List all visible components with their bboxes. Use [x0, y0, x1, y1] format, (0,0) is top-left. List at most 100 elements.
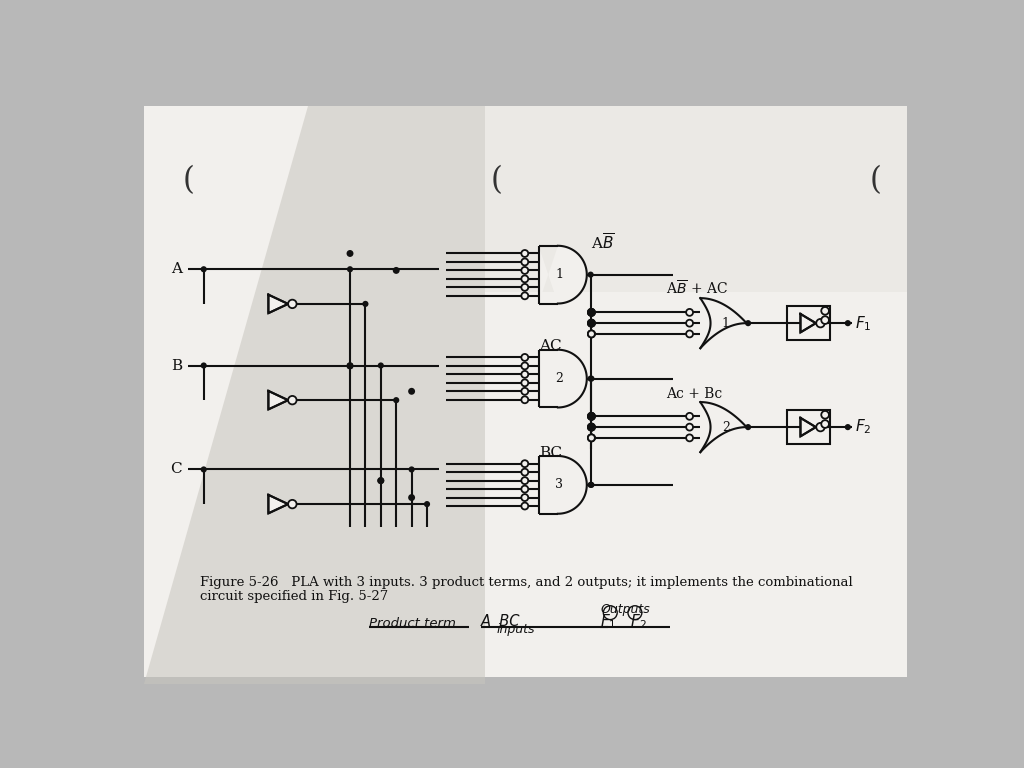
Circle shape	[686, 413, 693, 420]
Polygon shape	[268, 495, 288, 513]
Circle shape	[745, 320, 752, 326]
Circle shape	[821, 411, 829, 419]
Circle shape	[589, 482, 595, 488]
Circle shape	[745, 424, 752, 430]
Polygon shape	[539, 456, 587, 514]
Circle shape	[521, 494, 528, 501]
Circle shape	[588, 309, 595, 316]
Text: Outputs: Outputs	[600, 604, 650, 617]
Circle shape	[588, 376, 594, 382]
Circle shape	[288, 396, 297, 405]
Circle shape	[346, 362, 353, 369]
Text: (: (	[183, 165, 195, 197]
Text: (: (	[490, 165, 503, 197]
Circle shape	[588, 413, 595, 420]
Circle shape	[588, 435, 595, 442]
Circle shape	[521, 379, 528, 386]
Circle shape	[288, 300, 297, 308]
Text: 2: 2	[555, 372, 563, 385]
Polygon shape	[539, 246, 587, 303]
Text: BC: BC	[539, 445, 561, 459]
Circle shape	[845, 320, 851, 326]
Circle shape	[821, 420, 829, 428]
Text: C: C	[171, 462, 182, 476]
Text: 1: 1	[722, 316, 730, 329]
FancyBboxPatch shape	[786, 410, 829, 444]
Circle shape	[521, 388, 528, 395]
Circle shape	[378, 477, 384, 484]
Circle shape	[589, 376, 595, 382]
Polygon shape	[268, 295, 288, 313]
Circle shape	[409, 466, 415, 472]
Circle shape	[521, 284, 528, 291]
Text: circuit specified in Fig. 5-27: circuit specified in Fig. 5-27	[200, 590, 388, 603]
Circle shape	[588, 330, 595, 337]
Circle shape	[393, 267, 399, 274]
Text: A  BC: A BC	[481, 614, 520, 629]
Circle shape	[378, 477, 384, 484]
Polygon shape	[700, 298, 746, 348]
Text: $F_1$: $F_1$	[855, 314, 871, 333]
Circle shape	[588, 413, 595, 420]
Circle shape	[816, 423, 824, 432]
Circle shape	[588, 435, 595, 442]
Circle shape	[409, 494, 415, 501]
Circle shape	[521, 267, 528, 274]
Text: $F_2$: $F_2$	[855, 418, 871, 436]
Circle shape	[588, 413, 595, 420]
Circle shape	[201, 266, 207, 273]
Polygon shape	[700, 402, 746, 452]
Circle shape	[588, 309, 595, 316]
Circle shape	[521, 477, 528, 484]
Polygon shape	[801, 418, 816, 436]
Circle shape	[686, 330, 693, 337]
Polygon shape	[144, 106, 484, 684]
Circle shape	[588, 272, 594, 278]
Circle shape	[346, 250, 353, 257]
Circle shape	[845, 424, 851, 430]
Circle shape	[588, 424, 595, 431]
Circle shape	[588, 319, 595, 326]
Circle shape	[201, 362, 207, 369]
Circle shape	[521, 502, 528, 509]
Circle shape	[393, 397, 399, 403]
Circle shape	[347, 266, 353, 273]
Text: Product term: Product term	[370, 617, 456, 631]
Circle shape	[521, 371, 528, 378]
Circle shape	[588, 309, 595, 316]
Circle shape	[362, 301, 369, 307]
Text: 2: 2	[722, 421, 730, 434]
Circle shape	[686, 309, 693, 316]
Circle shape	[588, 309, 595, 316]
Circle shape	[521, 250, 528, 257]
Circle shape	[686, 319, 693, 326]
Circle shape	[521, 468, 528, 475]
Polygon shape	[268, 391, 288, 409]
Circle shape	[588, 435, 595, 442]
Circle shape	[521, 293, 528, 300]
Text: A: A	[171, 262, 182, 276]
Circle shape	[288, 500, 297, 508]
Polygon shape	[801, 314, 816, 333]
Circle shape	[588, 424, 595, 431]
Circle shape	[346, 362, 353, 369]
Circle shape	[588, 424, 595, 431]
Circle shape	[588, 413, 595, 420]
FancyBboxPatch shape	[786, 306, 829, 340]
Circle shape	[588, 319, 595, 326]
Text: 3: 3	[555, 478, 563, 492]
Circle shape	[816, 319, 824, 327]
Circle shape	[588, 330, 595, 337]
Text: $F_1$   $F_2$: $F_1$ $F_2$	[600, 613, 647, 631]
Text: A$\overline{B}$ + AC: A$\overline{B}$ + AC	[666, 280, 728, 298]
Text: Figure 5-26   PLA with 3 inputs. 3 product terms, and 2 outputs; it implements t: Figure 5-26 PLA with 3 inputs. 3 product…	[200, 576, 853, 589]
Text: 1: 1	[555, 268, 563, 281]
Circle shape	[821, 307, 829, 315]
Circle shape	[686, 424, 693, 431]
Text: A$\overline{B}$: A$\overline{B}$	[591, 232, 614, 253]
Circle shape	[521, 485, 528, 492]
Polygon shape	[539, 349, 587, 408]
Text: inputs: inputs	[497, 624, 535, 637]
Circle shape	[347, 362, 353, 369]
Circle shape	[588, 482, 594, 488]
